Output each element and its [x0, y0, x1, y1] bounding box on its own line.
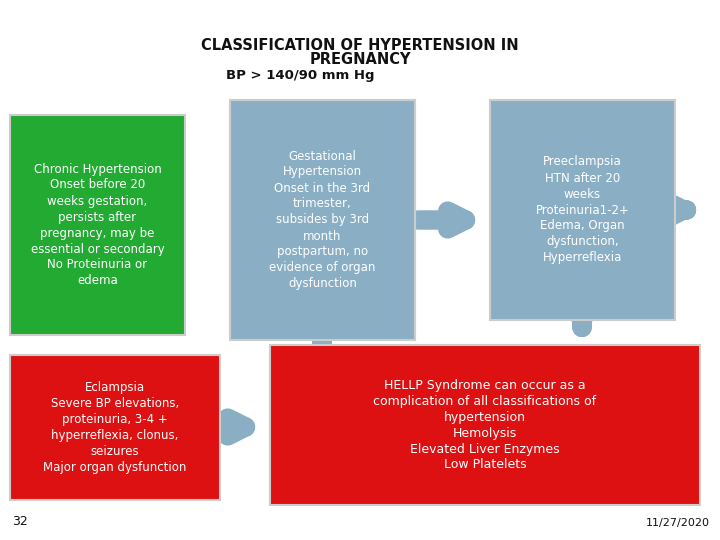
Text: 32: 32 — [12, 515, 28, 528]
FancyBboxPatch shape — [490, 100, 675, 320]
Text: Eclampsia
Severe BP elevations,
proteinuria, 3-4 +
hyperreflexia, clonus,
seizur: Eclampsia Severe BP elevations, proteinu… — [43, 381, 186, 474]
FancyBboxPatch shape — [10, 115, 185, 335]
Text: Chronic Hypertension
Onset before 20
weeks gestation,
persists after
pregnancy, : Chronic Hypertension Onset before 20 wee… — [31, 163, 164, 287]
Text: CLASSIFICATION OF HYPERTENSION IN: CLASSIFICATION OF HYPERTENSION IN — [201, 37, 519, 52]
Text: 11/27/2020: 11/27/2020 — [646, 518, 710, 528]
Text: PREGNANCY: PREGNANCY — [310, 52, 410, 68]
Text: Preeclampsia
HTN after 20
weeks
Proteinuria1-2+
Edema, Organ
dysfunction,
Hyperr: Preeclampsia HTN after 20 weeks Proteinu… — [536, 156, 629, 265]
FancyBboxPatch shape — [10, 355, 220, 500]
FancyBboxPatch shape — [270, 345, 700, 505]
FancyBboxPatch shape — [230, 100, 415, 340]
Text: Gestational
Hypertension
Onset in the 3rd
trimester,
subsides by 3rd
month
postp: Gestational Hypertension Onset in the 3r… — [269, 150, 376, 291]
Text: HELLP Syndrome can occur as a
complication of all classifications of
hypertensio: HELLP Syndrome can occur as a complicati… — [374, 379, 597, 471]
Text: BP > 140/90 mm Hg: BP > 140/90 mm Hg — [226, 69, 374, 82]
